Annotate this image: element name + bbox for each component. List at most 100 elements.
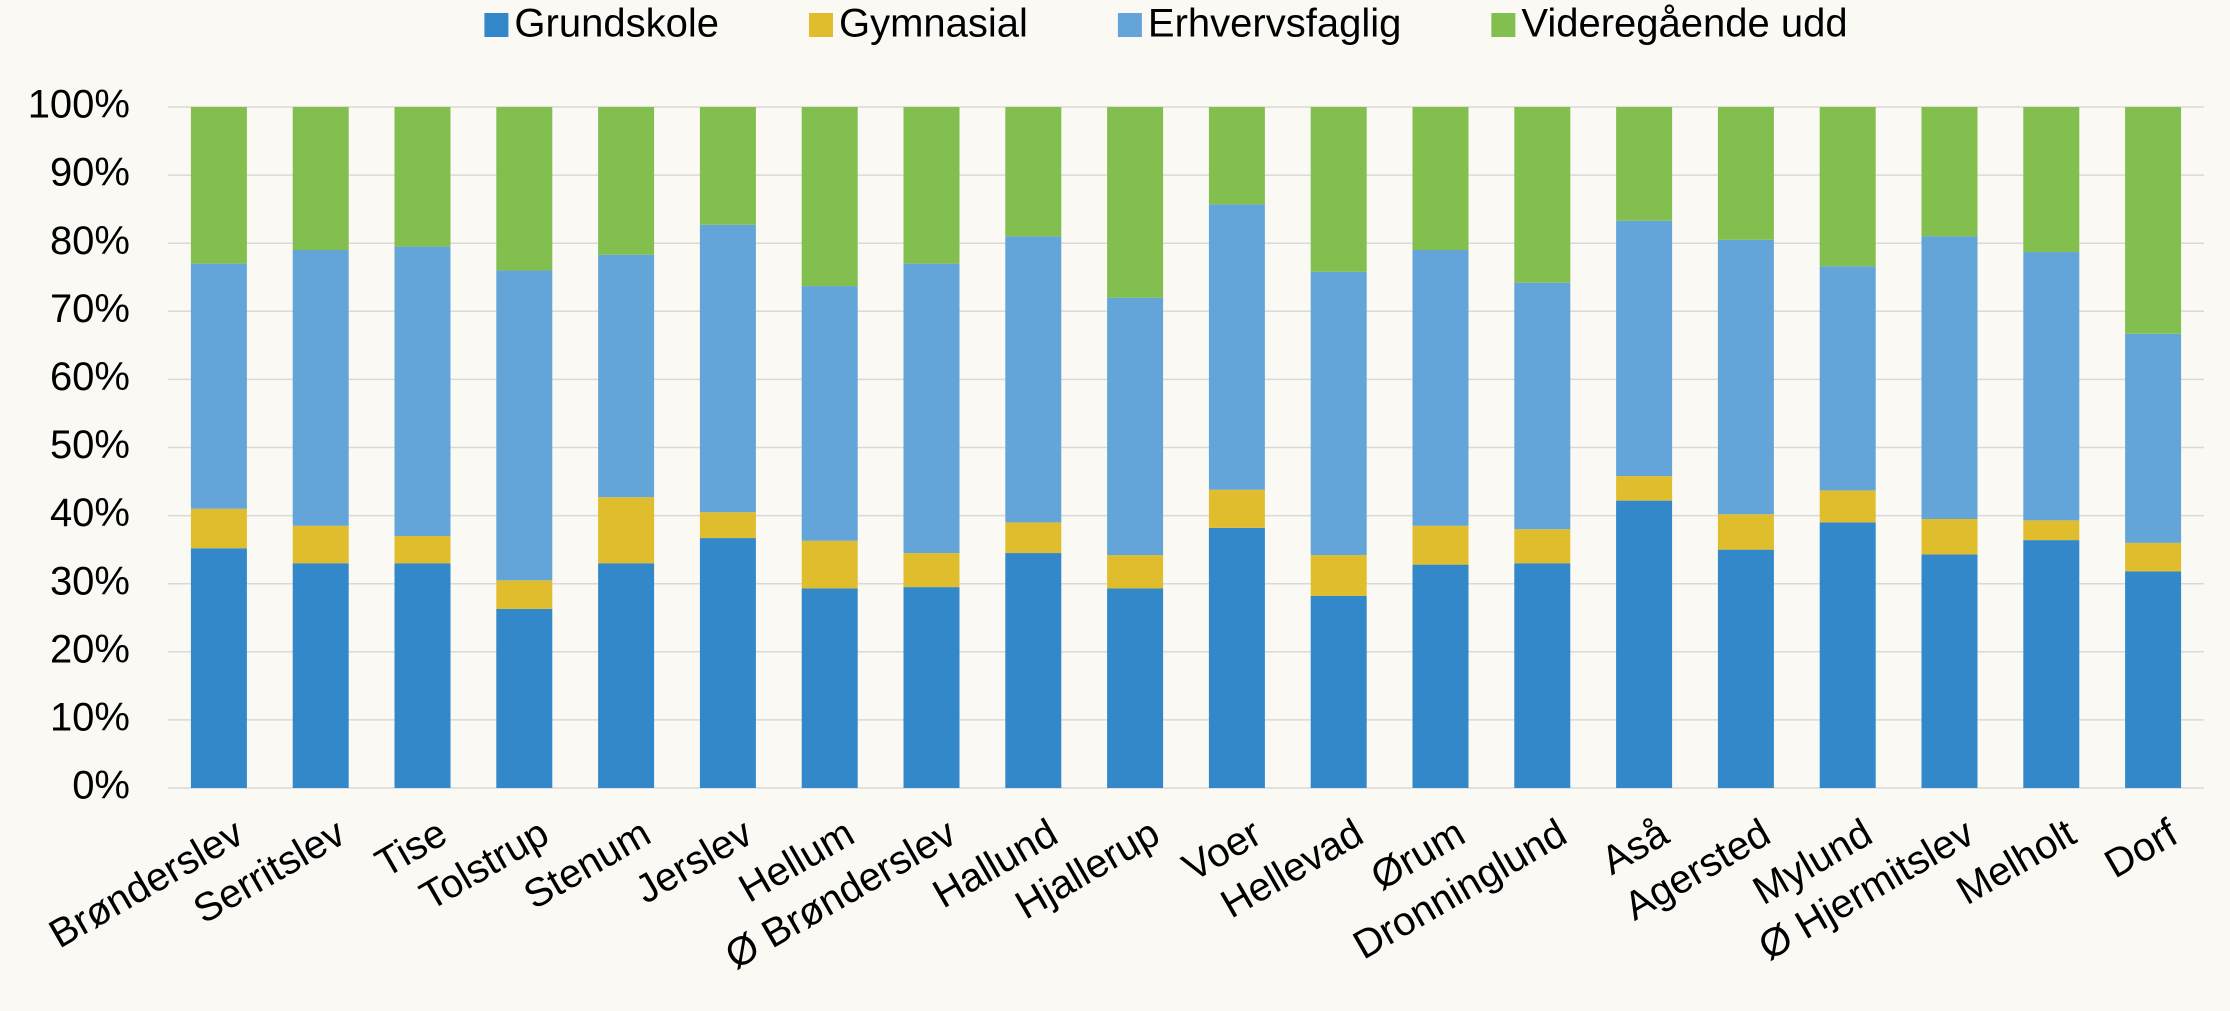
bar-segment — [1208, 527, 1265, 788]
bar-segment — [2023, 252, 2080, 521]
bar-segment — [292, 563, 349, 788]
bar-segment — [1514, 529, 1571, 564]
legend: Grundskole Gymnasial Erhvervsfaglig Videreg… — [484, 2, 1848, 46]
bar-segment — [292, 107, 349, 251]
y-tick-label: 70% — [50, 287, 130, 331]
bar-segment — [1616, 500, 1673, 788]
bar-segment — [1107, 297, 1164, 556]
bar-segment — [496, 270, 553, 581]
bar-segment — [699, 107, 756, 225]
bar-segment — [1616, 107, 1673, 221]
bar-segment — [2125, 571, 2182, 788]
bar-segment — [1921, 554, 1978, 788]
legend-label: Gymnasial — [839, 2, 1028, 46]
legend-swatch — [1117, 13, 1142, 37]
bar-segment — [801, 540, 858, 589]
bar-segment — [2023, 107, 2080, 253]
legend-swatch — [484, 13, 509, 37]
bar-segment — [1005, 107, 1062, 237]
legend-label: Videregående udd — [1521, 2, 1847, 46]
bar-segment — [1412, 107, 1469, 251]
bar-segment — [394, 246, 451, 537]
bar-segment — [496, 608, 553, 788]
bar-segment — [1107, 588, 1164, 788]
bar-segment — [190, 548, 247, 788]
bar-segment — [699, 512, 756, 539]
bar-segment — [903, 587, 960, 788]
y-tick-label: 40% — [50, 491, 130, 535]
bar-segment — [801, 107, 858, 287]
bar-segment — [496, 107, 553, 271]
bar-segment — [699, 538, 756, 788]
bar-segment — [1514, 563, 1571, 788]
bar-segment — [598, 254, 655, 498]
y-tick-label: 50% — [50, 423, 130, 467]
y-tick-label: 100% — [28, 83, 130, 127]
y-tick-label: 60% — [50, 355, 130, 399]
bar-segment — [1107, 555, 1164, 589]
bar-segment — [1208, 107, 1265, 205]
legend-label: Grundskole — [514, 2, 719, 46]
bar-segment — [190, 508, 247, 549]
bar-segment — [1310, 107, 1367, 272]
bar-segment — [903, 263, 960, 554]
bar-segment — [1819, 266, 1876, 491]
bar-segment — [598, 497, 655, 564]
bar-segment — [2125, 333, 2182, 543]
bar-segment — [1819, 522, 1876, 788]
bar-segment — [2023, 520, 2080, 541]
bar-segment — [1005, 553, 1062, 788]
bar-segment — [394, 536, 451, 564]
bar-segment — [1208, 204, 1265, 490]
bar-segment — [2125, 542, 2182, 572]
y-tick-label: 80% — [50, 219, 130, 263]
bar-segment — [394, 563, 451, 788]
bar-segment — [598, 563, 655, 788]
bar-segment — [1412, 564, 1469, 788]
legend-swatch — [808, 13, 833, 37]
bar-segment — [190, 263, 247, 509]
bar-segment — [1514, 107, 1571, 283]
bar-segment — [1717, 239, 1774, 515]
bar-segment — [190, 107, 247, 264]
bar-segment — [2023, 540, 2080, 788]
bar-segment — [394, 107, 451, 247]
bar-segment — [1310, 271, 1367, 556]
bar-segment — [1005, 236, 1062, 523]
bar-segment — [801, 286, 858, 541]
y-tick-label: 10% — [50, 695, 130, 739]
bar-segment — [1819, 107, 1876, 267]
bar-segment — [1921, 107, 1978, 237]
bar-segment — [1616, 476, 1673, 501]
bar-segment — [903, 553, 960, 588]
bar-segment — [1005, 522, 1062, 554]
bar-segment — [903, 107, 960, 264]
bar-segment — [1208, 489, 1265, 528]
bar-segment — [1921, 519, 1978, 555]
bar-segment — [1310, 595, 1367, 788]
bar-segment — [1819, 490, 1876, 523]
bar-segment — [598, 107, 655, 255]
y-tick-label: 0% — [72, 764, 130, 808]
bar-segment — [292, 250, 349, 526]
bar-segment — [2125, 107, 2182, 334]
bar-segment — [1412, 250, 1469, 526]
bar-segment — [1717, 107, 1774, 240]
bar-segment — [1616, 220, 1673, 477]
y-tick-label: 20% — [50, 627, 130, 671]
legend-swatch — [1491, 13, 1516, 37]
bar-segment — [1717, 549, 1774, 788]
bar-segment — [699, 224, 756, 513]
legend-label: Erhvervsfaglig — [1148, 2, 1401, 46]
bar-segment — [292, 525, 349, 564]
y-tick-label: 30% — [50, 559, 130, 603]
bar-segment — [496, 580, 553, 609]
y-tick-label: 90% — [50, 151, 130, 195]
bar-segment — [1514, 282, 1571, 530]
bar-segment — [1921, 236, 1978, 520]
bar-segment — [1310, 555, 1367, 596]
bar-segment — [1717, 514, 1774, 550]
bar-segment — [1412, 525, 1469, 565]
bar-segment — [801, 588, 858, 788]
